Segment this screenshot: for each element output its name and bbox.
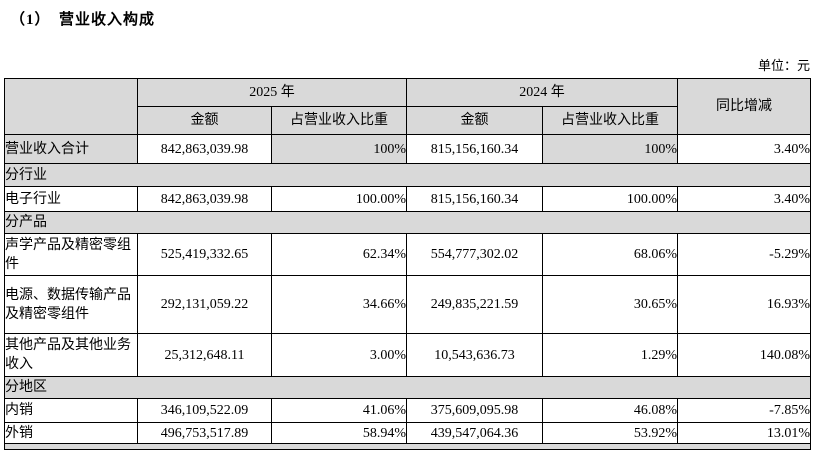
amount-2024-cell: 10,543,636.73 bbox=[406, 333, 543, 377]
pct-2025-cell: 100% bbox=[271, 134, 407, 164]
section-label: 分地区 bbox=[4, 376, 811, 399]
amount-2025-cell: 346,109,522.09 bbox=[137, 398, 272, 423]
section-row-product: 分产品 bbox=[4, 211, 811, 234]
amount-2025-cell: 842,863,039.98 bbox=[137, 134, 272, 164]
col-header-yoy: 同比增减 bbox=[677, 78, 811, 135]
table-row-domestic: 内销 346,109,522.09 41.06% 375,609,095.98 … bbox=[4, 398, 811, 423]
yoy-cell: 140.08% bbox=[677, 333, 811, 377]
row-label: 营业收入合计 bbox=[4, 134, 138, 164]
pct-2024-cell: 100.00% bbox=[542, 186, 678, 212]
pct-2024-cell: 53.92% bbox=[542, 422, 678, 444]
table-row-other: 其他产品及其他业务收入 25,312,648.11 3.00% 10,543,6… bbox=[4, 333, 811, 377]
page-title: （1） 营业收入构成 bbox=[10, 12, 156, 28]
amount-2025-cell: 25,312,648.11 bbox=[137, 333, 272, 377]
pct-2025-cell: 58.94% bbox=[271, 422, 407, 444]
section-label: 分行业 bbox=[4, 163, 811, 187]
row-label: 电子行业 bbox=[4, 186, 138, 212]
col-header-amount-2024: 金额 bbox=[406, 106, 543, 135]
row-label: 其他产品及其他业务收入 bbox=[4, 333, 138, 377]
col-header-2025: 2025 年 bbox=[137, 78, 407, 107]
pct-2024-cell: 1.29% bbox=[542, 333, 678, 377]
amount-2025-cell: 496,753,517.89 bbox=[137, 422, 272, 444]
table-row-export: 外销 496,753,517.89 58.94% 439,547,064.36 … bbox=[4, 422, 811, 444]
amount-2024-cell: 554,777,302.02 bbox=[406, 233, 543, 276]
yoy-cell: 3.40% bbox=[677, 134, 811, 164]
revenue-composition-table: 2025 年 2024 年 同比增减 金额 占营业收入比重 金额 占营业收入比重… bbox=[4, 78, 811, 450]
row-label: 电源、数据传输产品及精密零组件 bbox=[4, 275, 138, 334]
section-row-industry: 分行业 bbox=[4, 163, 811, 187]
amount-2024-cell: 375,609,095.98 bbox=[406, 398, 543, 423]
pct-2024-cell: 100% bbox=[542, 134, 678, 164]
pct-2024-cell: 30.65% bbox=[542, 275, 678, 334]
header-row-metrics: 金额 占营业收入比重 金额 占营业收入比重 bbox=[5, 106, 811, 135]
row-label: 内销 bbox=[4, 398, 138, 423]
section-row-region: 分地区 bbox=[4, 376, 811, 399]
amount-2025-cell: 842,863,039.98 bbox=[137, 186, 272, 212]
header-row-years: 2025 年 2024 年 同比增减 bbox=[4, 78, 811, 135]
amount-2025-cell: 292,131,059.22 bbox=[137, 275, 272, 334]
col-header-pct-2025: 占营业收入比重 bbox=[271, 106, 407, 135]
yoy-cell: -7.85% bbox=[677, 398, 811, 423]
amount-2024-cell: 249,835,221.59 bbox=[406, 275, 543, 334]
table-row-acoustic: 声学产品及精密零组件 525,419,332.65 62.34% 554,777… bbox=[4, 233, 811, 276]
pct-2025-cell: 100.00% bbox=[271, 186, 407, 212]
amount-2025-cell: 525,419,332.65 bbox=[137, 233, 272, 276]
amount-2024-cell: 815,156,160.34 bbox=[406, 134, 543, 164]
pct-2025-cell: 34.66% bbox=[271, 275, 407, 334]
yoy-cell: 3.40% bbox=[677, 186, 811, 212]
row-label: 声学产品及精密零组件 bbox=[4, 233, 138, 276]
pct-2025-cell: 3.00% bbox=[271, 333, 407, 377]
row-label: 外销 bbox=[4, 422, 138, 444]
cut-off-section-row bbox=[4, 443, 811, 450]
section-label: 分产品 bbox=[4, 211, 811, 234]
table-row-electronics: 电子行业 842,863,039.98 100.00% 815,156,160.… bbox=[4, 186, 811, 212]
amount-2024-cell: 439,547,064.36 bbox=[406, 422, 543, 444]
col-header-amount-2025: 金额 bbox=[137, 106, 272, 135]
corner-cell bbox=[4, 78, 138, 135]
partial-row-cell bbox=[4, 443, 811, 450]
table-row-total: 营业收入合计 842,863,039.98 100% 815,156,160.3… bbox=[4, 134, 811, 164]
pct-2025-cell: 41.06% bbox=[271, 398, 407, 423]
pct-2024-cell: 46.08% bbox=[542, 398, 678, 423]
amount-2024-cell: 815,156,160.34 bbox=[406, 186, 543, 212]
yoy-cell: 13.01% bbox=[677, 422, 811, 444]
pct-2024-cell: 68.06% bbox=[542, 233, 678, 276]
yoy-cell: 16.93% bbox=[677, 275, 811, 334]
yoy-cell: -5.29% bbox=[677, 233, 811, 276]
pct-2025-cell: 62.34% bbox=[271, 233, 407, 276]
table-row-power-data: 电源、数据传输产品及精密零组件 292,131,059.22 34.66% 24… bbox=[4, 275, 811, 334]
unit-label: 单位：元 bbox=[757, 58, 810, 73]
col-header-2024: 2024 年 bbox=[406, 78, 678, 107]
col-header-pct-2024: 占营业收入比重 bbox=[542, 106, 678, 135]
